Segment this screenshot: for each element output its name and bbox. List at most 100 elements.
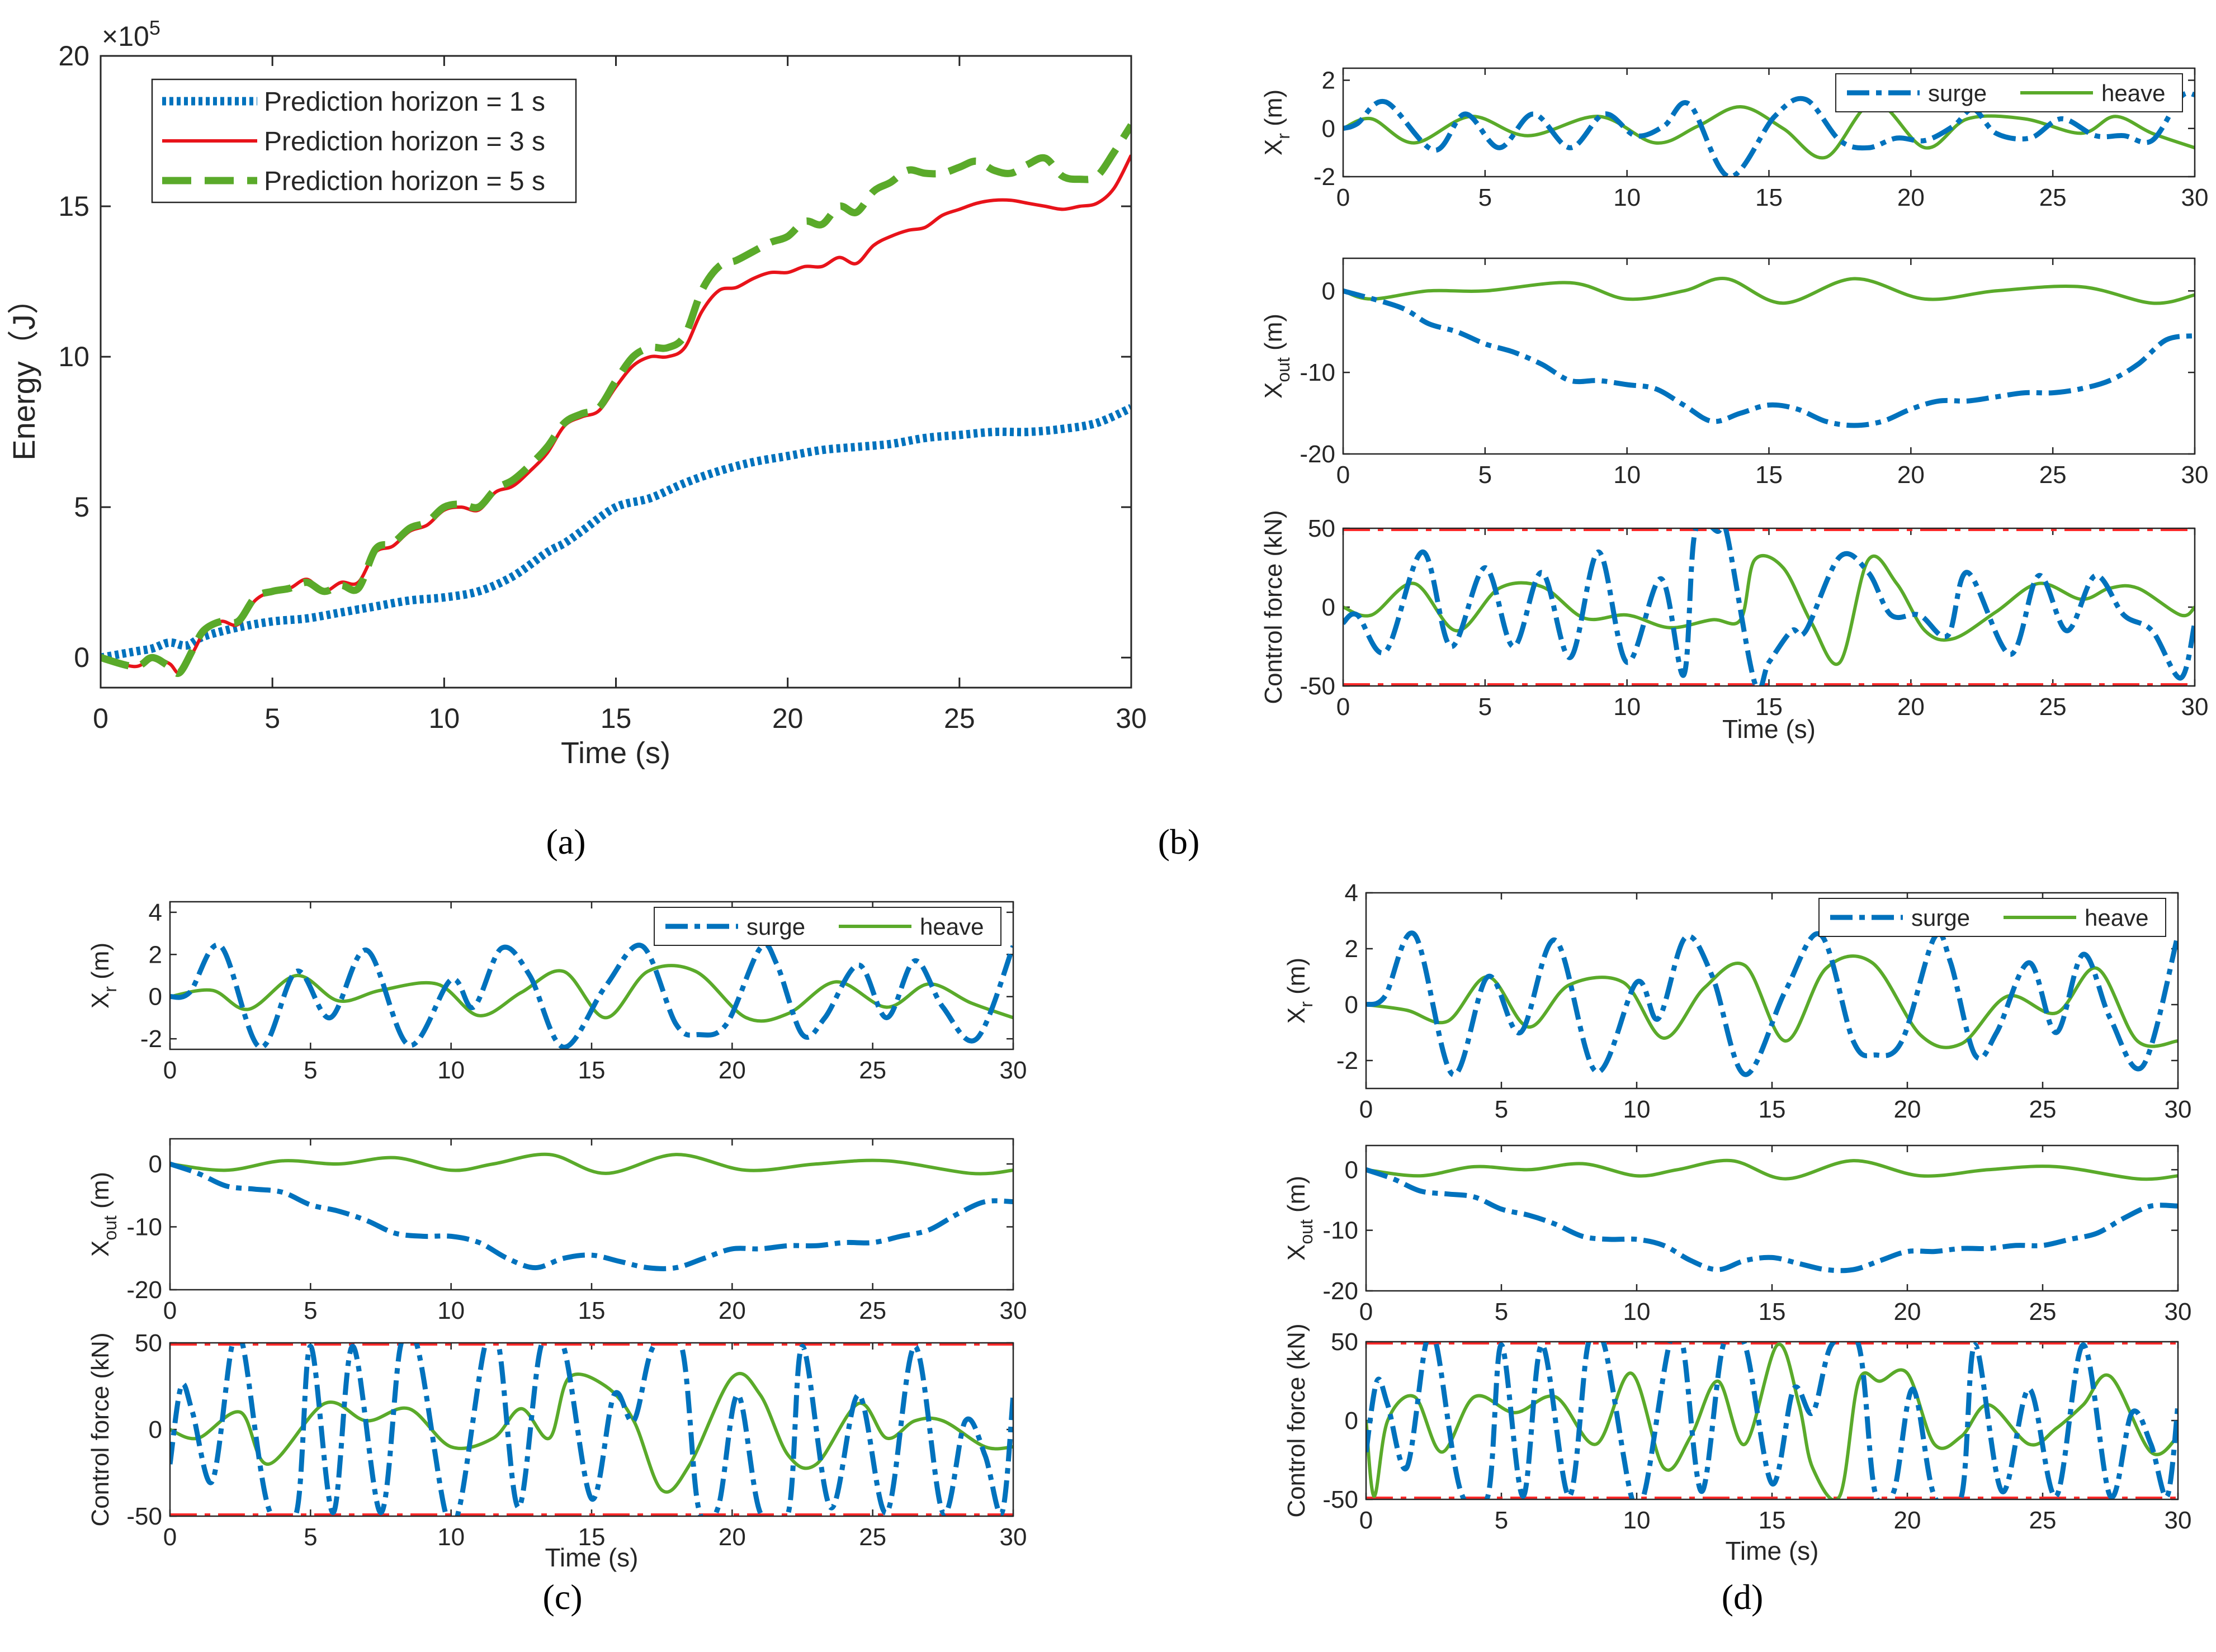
plot-area bbox=[170, 1343, 1013, 1516]
y-tick-label: 50 bbox=[1308, 515, 1335, 542]
x-tick-label: 10 bbox=[1623, 1096, 1651, 1123]
legend-label-surge: surge bbox=[1928, 80, 1987, 106]
x-tick-label: 15 bbox=[1759, 1507, 1786, 1534]
y-tick-label: -10 bbox=[1300, 359, 1335, 386]
x-tick-label: 30 bbox=[1000, 1523, 1027, 1551]
series-surge bbox=[1343, 528, 2195, 686]
legend: surge heave bbox=[1818, 898, 2166, 937]
legend-label-horizon-3s: Prediction horizon = 3 s bbox=[264, 127, 545, 157]
x-tick-label: 30 bbox=[1000, 1057, 1027, 1084]
axes-box bbox=[169, 1138, 1014, 1291]
x-tick-label: 5 bbox=[304, 1297, 317, 1324]
x-tick-label: 25 bbox=[2029, 1507, 2057, 1534]
x-tick-label: 0 bbox=[1359, 1096, 1373, 1123]
plot-area bbox=[1343, 277, 2195, 428]
plot-area bbox=[1366, 1342, 2178, 1499]
x-tick-label: 10 bbox=[437, 1057, 465, 1084]
plot-area bbox=[1343, 91, 2195, 177]
x-tick-label: 20 bbox=[1897, 461, 1925, 489]
y-tick-label: 0 bbox=[1322, 115, 1335, 143]
x-tick-label: 10 bbox=[1623, 1298, 1651, 1326]
x-tick-label: 30 bbox=[2181, 693, 2209, 721]
y-axis-label: Xout (m) bbox=[87, 1172, 120, 1257]
series-heave bbox=[170, 1372, 1013, 1494]
x-tick-label: 10 bbox=[1623, 1507, 1651, 1534]
x-tick-label: 15 bbox=[1759, 1298, 1786, 1326]
legend: surge heave bbox=[1835, 73, 2183, 112]
y-tick-label: 4 bbox=[1345, 879, 1358, 907]
axes-box bbox=[1365, 1341, 2179, 1500]
y-tick-label: -50 bbox=[1322, 1486, 1358, 1513]
y-tick-label: 2 bbox=[149, 941, 162, 968]
x-tick-label: 30 bbox=[2181, 461, 2209, 489]
y-tick-label: 0 bbox=[1322, 594, 1335, 621]
axes-box bbox=[169, 1342, 1014, 1517]
plot-area bbox=[1366, 1158, 2178, 1274]
series-surge bbox=[1366, 930, 2178, 1077]
x-tick-label: 20 bbox=[772, 703, 804, 734]
x-tick-label: 20 bbox=[1894, 1507, 1921, 1534]
y-tick-label: -50 bbox=[1300, 673, 1335, 700]
y-tick-label: 0 bbox=[1345, 1407, 1358, 1435]
y-tick-label: 0 bbox=[149, 1416, 162, 1443]
y-tick-label: 2 bbox=[1322, 67, 1335, 94]
y-tick-label: -10 bbox=[126, 1214, 162, 1241]
panel-c-subplot-2: 0 5 10 15 20 25 30 -20 -10 0 Xout (m) bbox=[87, 1138, 1027, 1324]
panel-a-grid: 0 5 10 15 20 25 30 0 5 10 15 20 bbox=[58, 40, 1146, 734]
axes-box bbox=[169, 901, 1014, 1050]
y-tick-label: -2 bbox=[1336, 1047, 1358, 1074]
y-tick-label: 15 bbox=[58, 191, 89, 222]
x-tick-label: 10 bbox=[437, 1523, 465, 1551]
x-tick-label: 20 bbox=[719, 1523, 746, 1551]
axes-box bbox=[1342, 67, 2196, 178]
legend-label-heave: heave bbox=[920, 913, 984, 940]
x-tick-label: 25 bbox=[859, 1523, 886, 1551]
x-tick-label: 20 bbox=[719, 1297, 746, 1324]
x-tick-label: 5 bbox=[264, 703, 280, 734]
y-tick-label: -20 bbox=[1322, 1277, 1358, 1305]
legend-box bbox=[654, 907, 1001, 946]
x-tick-label: 0 bbox=[93, 703, 108, 734]
panel-d-subplot-2: 0 5 10 15 20 25 30 -20 -10 0 Xout (m) bbox=[1283, 1144, 2191, 1326]
panel-caption: (d) bbox=[1722, 1577, 1764, 1617]
plot-area bbox=[1343, 528, 2195, 686]
x-tick-label: 30 bbox=[1116, 703, 1147, 734]
x-tick-label: 15 bbox=[578, 1297, 606, 1324]
legend-label-heave: heave bbox=[2085, 905, 2148, 931]
x-tick-label: 15 bbox=[578, 1523, 606, 1551]
x-tick-label: 25 bbox=[2029, 1298, 2057, 1326]
y-tick-label: 0 bbox=[149, 983, 162, 1011]
panel-a: 0 5 10 15 20 25 30 0 5 10 15 20 ×105 Energy（J） Time… bbox=[6, 16, 1147, 861]
y-axis-label: Xout (m) bbox=[1260, 314, 1293, 399]
y-tick-label: 10 bbox=[58, 341, 89, 372]
series-surge bbox=[1366, 1342, 2178, 1499]
x-tick-label: 25 bbox=[2039, 461, 2067, 489]
x-tick-label: 0 bbox=[1359, 1507, 1373, 1534]
y-tick-label: 50 bbox=[135, 1329, 162, 1357]
x-tick-label: 20 bbox=[1894, 1096, 1921, 1123]
x-tick-label: 30 bbox=[2165, 1507, 2192, 1534]
plot-area bbox=[1366, 930, 2178, 1077]
x-tick-label: 10 bbox=[1613, 461, 1641, 489]
x-tick-label: 0 bbox=[163, 1523, 177, 1551]
panel-a-ylabel: Energy（J） bbox=[6, 283, 41, 460]
x-tick-label: 5 bbox=[304, 1057, 317, 1084]
legend-label-surge: surge bbox=[746, 913, 805, 940]
axes-box bbox=[1342, 527, 2196, 687]
x-axis-label: Time (s) bbox=[1722, 714, 1816, 744]
x-tick-label: 5 bbox=[1478, 461, 1492, 489]
series-horizon-3s bbox=[101, 154, 1131, 675]
x-tick-label: 0 bbox=[1359, 1298, 1373, 1326]
series-heave bbox=[170, 1152, 1013, 1176]
y-axis-label: Xr (m) bbox=[1283, 958, 1316, 1024]
x-tick-label: 0 bbox=[163, 1297, 177, 1324]
y-tick-label: -2 bbox=[1313, 163, 1335, 191]
y-axis-label: Control force (kN) bbox=[1283, 1323, 1310, 1517]
y-tick-label: 50 bbox=[1331, 1328, 1358, 1356]
x-axis-label: Time (s) bbox=[545, 1543, 639, 1572]
x-tick-label: 20 bbox=[1894, 1298, 1921, 1326]
